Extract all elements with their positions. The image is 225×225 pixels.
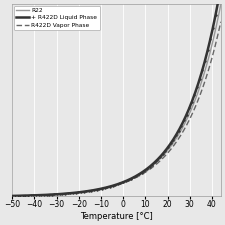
Line: R22: R22 (12, 4, 221, 196)
R422D Vapor Phase (11, 194, 14, 197)
R22 (219, 3, 222, 6)
R22 (93, 189, 96, 191)
R422D Vapor Phase (79, 191, 81, 193)
+ R422D Liquid Phase (162, 152, 164, 155)
+ R422D Liquid Phase (93, 189, 96, 191)
R22 (142, 171, 145, 174)
R22 (36, 194, 39, 197)
+ R422D Liquid Phase (162, 151, 165, 154)
+ R422D Liquid Phase (79, 191, 81, 193)
+ R422D Liquid Phase (11, 195, 14, 197)
R22 (162, 153, 165, 156)
+ R422D Liquid Phase (36, 194, 39, 197)
R422D Vapor Phase (162, 156, 165, 159)
R422D Vapor Phase (142, 172, 145, 175)
R422D Vapor Phase (162, 157, 164, 160)
Line: R422D Vapor Phase: R422D Vapor Phase (12, 22, 221, 196)
R22 (162, 155, 164, 157)
R422D Vapor Phase (219, 20, 222, 23)
R22 (11, 195, 14, 197)
R422D Vapor Phase (36, 194, 39, 196)
+ R422D Liquid Phase (142, 170, 145, 173)
R422D Vapor Phase (93, 189, 96, 191)
R22 (79, 191, 81, 193)
X-axis label: Temperature [°C]: Temperature [°C] (80, 212, 153, 221)
Legend: R22, + R422D Liquid Phase, R422D Vapor Phase: R22, + R422D Liquid Phase, R422D Vapor P… (14, 6, 100, 30)
Line: + R422D Liquid Phase: + R422D Liquid Phase (12, 0, 221, 196)
